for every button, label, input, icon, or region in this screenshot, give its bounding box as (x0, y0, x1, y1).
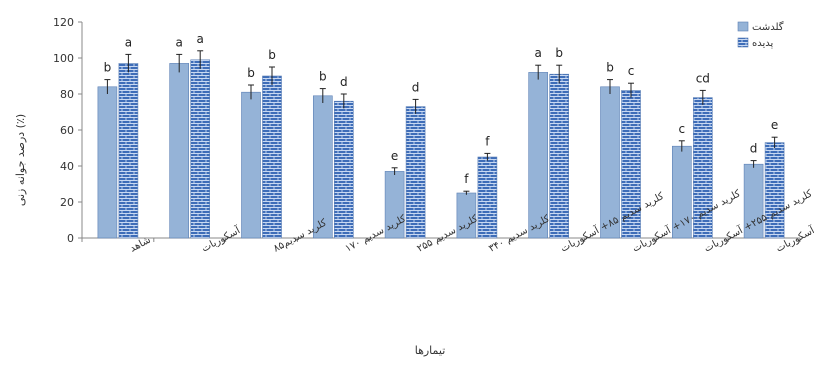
significance-letter: a (535, 46, 542, 60)
significance-letter: f (485, 134, 490, 148)
significance-letter: b (319, 70, 327, 84)
significance-letter: b (104, 61, 112, 75)
y-tick-label: 40 (60, 160, 74, 173)
legend-swatch (737, 21, 749, 32)
significance-letter: f (464, 172, 469, 186)
significance-letter: a (125, 35, 132, 49)
bar-series-2 (118, 63, 139, 239)
significance-letter: d (750, 142, 758, 156)
y-tick-label: 60 (60, 124, 74, 137)
significance-letter: b (606, 61, 614, 75)
bar-series-1 (312, 95, 333, 239)
y-tick-label: 0 (67, 232, 74, 245)
significance-letter: c (628, 64, 635, 78)
bar-series-2 (262, 75, 282, 239)
bar-series-1 (169, 63, 189, 239)
significance-letter: a (197, 32, 204, 46)
legend-label: گلدشت (752, 21, 784, 33)
bar-series-2 (190, 59, 210, 239)
bar-series-2 (477, 156, 498, 239)
significance-letter: cd (696, 71, 710, 85)
significance-letter: e (391, 149, 398, 163)
significance-letter: b (555, 46, 563, 60)
bar-series-2 (405, 106, 426, 239)
bar-series-2 (549, 73, 570, 239)
y-tick-label: 20 (60, 196, 74, 209)
bars-group (97, 50, 785, 239)
significance-letter: c (678, 122, 685, 136)
y-tick-label: 120 (53, 16, 74, 29)
legend-label: پدیده (752, 38, 774, 49)
significance-letter: b (247, 66, 255, 80)
legend: گلدشت پدیده (737, 21, 784, 49)
significance-letter: e (771, 118, 778, 132)
bar-series-1 (241, 91, 261, 239)
bar-series-2 (764, 142, 785, 239)
y-axis-label: درصد جوانه زنی (٪) (14, 114, 27, 206)
significance-letter: d (340, 75, 348, 89)
significance-letter: d (412, 80, 420, 94)
y-tick-label: 100 (53, 52, 74, 65)
y-tick-label: 80 (60, 88, 74, 101)
bar-series-1 (97, 86, 118, 239)
significance-letter: a (176, 35, 183, 49)
legend-swatch (737, 37, 749, 48)
x-axis-label: تیمارها (415, 344, 446, 357)
bar-series-2 (333, 100, 354, 239)
significance-letter: b (268, 48, 276, 62)
